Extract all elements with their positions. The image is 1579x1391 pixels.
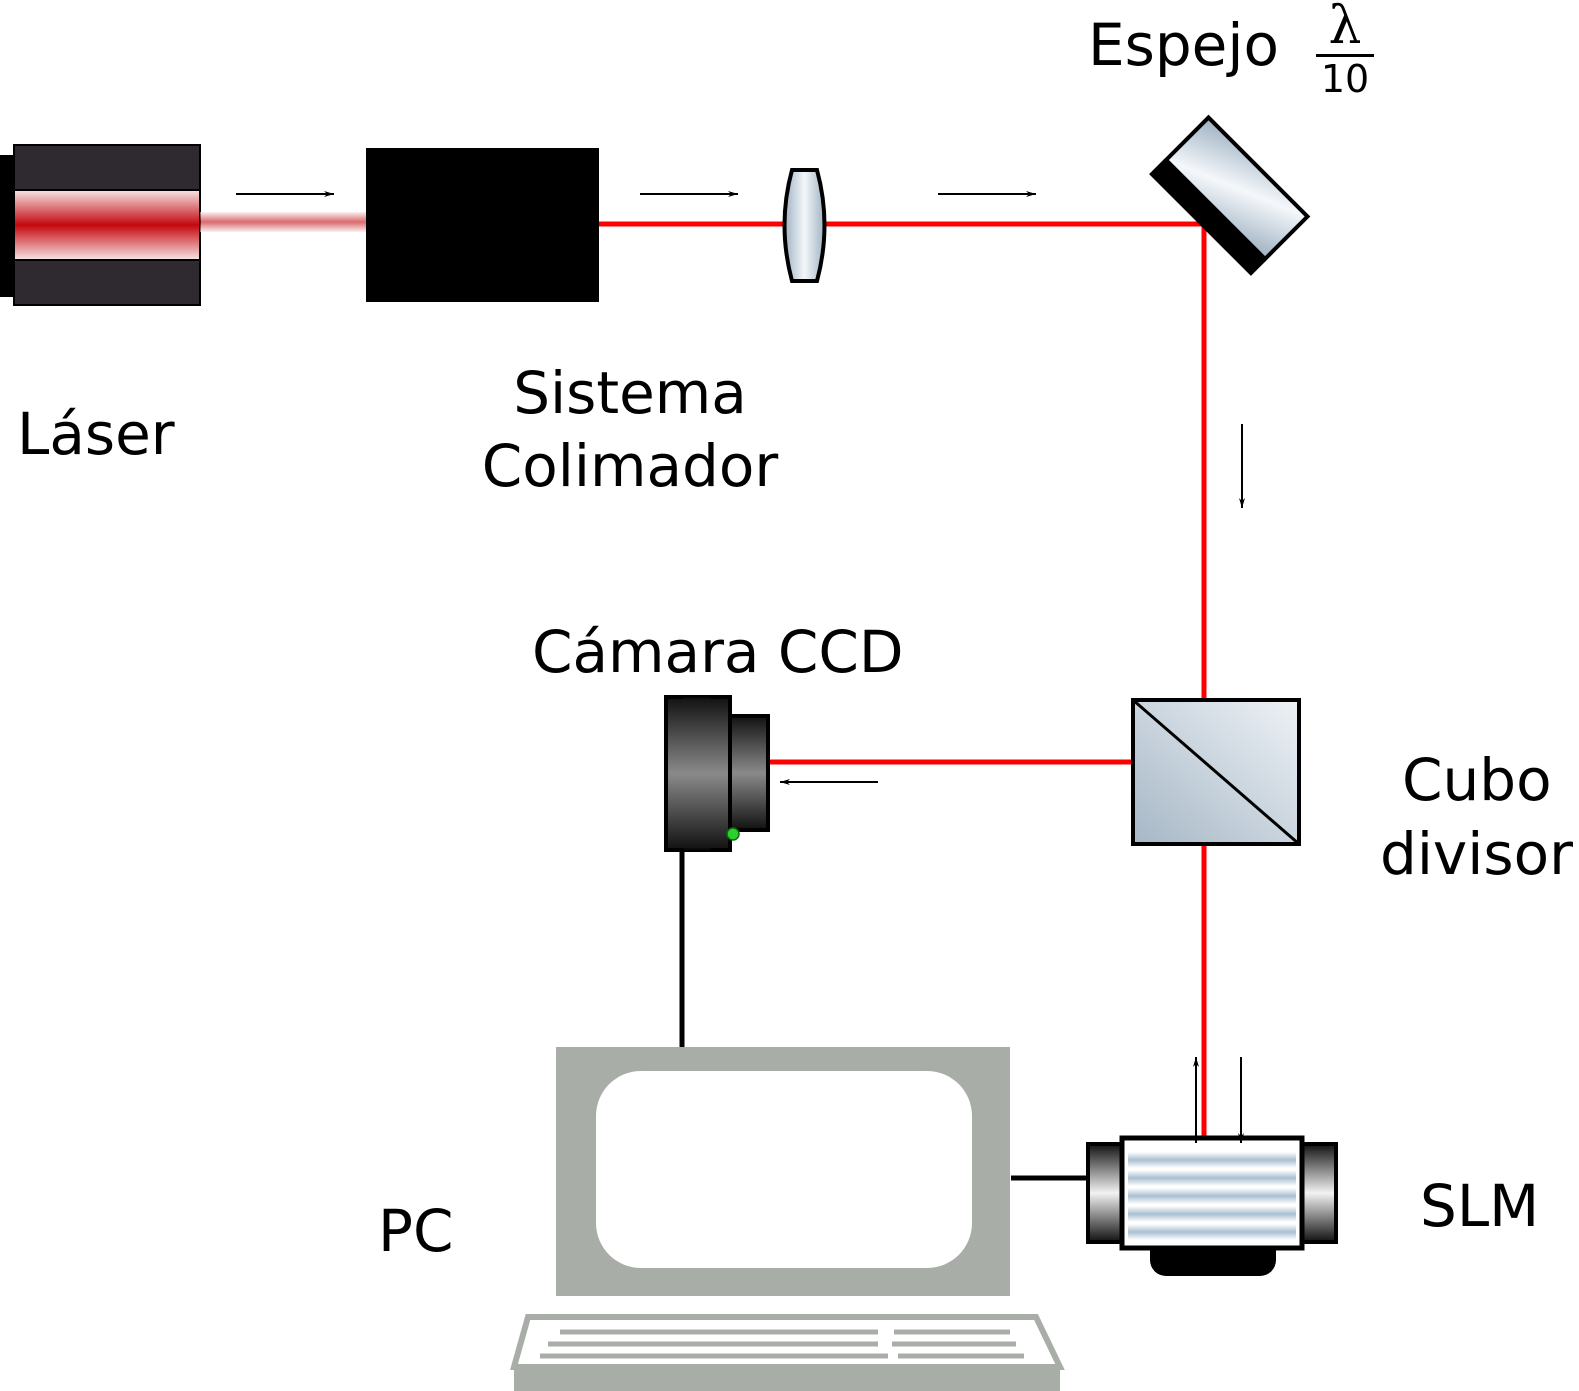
beam-splitter-cube <box>1131 698 1301 846</box>
collimator-label-line2: Colimador <box>481 432 779 500</box>
pc-keyboard <box>510 1314 1065 1391</box>
laser-label: Láser <box>17 400 175 468</box>
fraction-bar <box>1316 54 1374 57</box>
pc-label: PC <box>378 1197 454 1265</box>
lens <box>782 168 827 283</box>
cables <box>679 850 1088 1181</box>
ccd-camera <box>664 695 770 852</box>
fraction-denominator: 10 <box>1320 57 1370 101</box>
laser-source <box>0 144 366 306</box>
collimator-box <box>366 148 599 302</box>
pc-monitor <box>556 1047 1010 1296</box>
collimator-label-line1: Sistema <box>513 359 747 427</box>
beam-splitter-label-line2: divisor <box>1380 820 1573 888</box>
beam-splitter-label-line1: Cubo <box>1402 746 1552 814</box>
slm-label: SLM <box>1420 1172 1540 1240</box>
mirror <box>1149 114 1311 276</box>
lambda-symbol: λ <box>1328 0 1362 56</box>
ccd-camera-label: Cámara CCD <box>532 618 904 686</box>
mirror-label: Espejo <box>1088 11 1279 79</box>
mirror-lambda-fraction: λ 10 <box>1310 0 1380 99</box>
slm-device <box>1086 1135 1338 1276</box>
direction-arrows <box>236 191 1245 1143</box>
